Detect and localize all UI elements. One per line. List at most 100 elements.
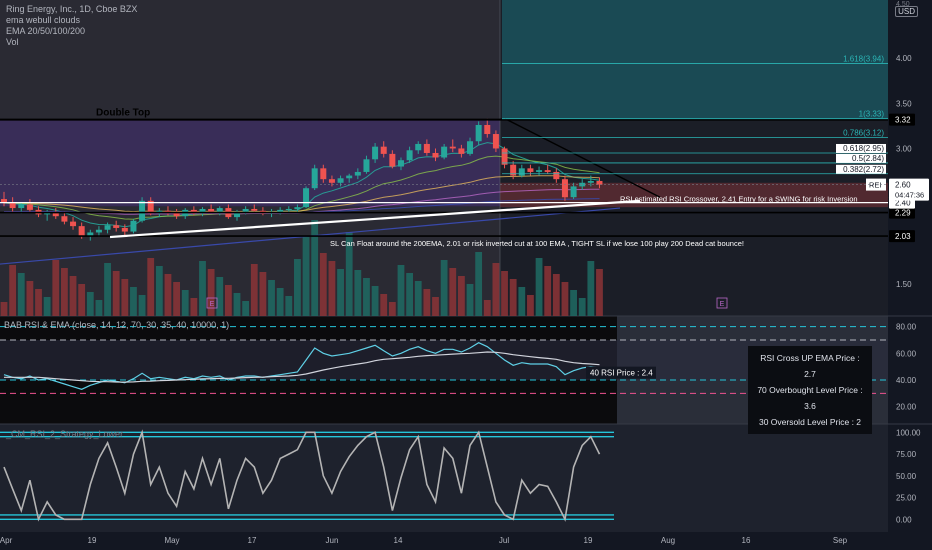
fib-label: 0.618(2.95) bbox=[843, 144, 884, 153]
volume-bar bbox=[397, 265, 405, 316]
volume-bar bbox=[0, 302, 8, 316]
volume-bar bbox=[147, 258, 155, 316]
candle-body bbox=[199, 208, 206, 214]
time-tick: 17 bbox=[248, 536, 257, 545]
fib-label: 1(3.33) bbox=[859, 110, 885, 119]
price-tag-bg bbox=[889, 206, 915, 219]
price-tick: 4.00 bbox=[896, 54, 912, 63]
volume-bar bbox=[276, 288, 284, 316]
candle-body bbox=[190, 209, 197, 214]
time-tick: Jun bbox=[326, 536, 339, 545]
price-tag-label: 2.29 bbox=[895, 209, 911, 218]
time-tick: Aug bbox=[661, 536, 675, 545]
rsi2-pane-bg bbox=[0, 424, 888, 532]
double-top-range-zone bbox=[0, 119, 500, 207]
rsi2-panel-title[interactable]: _CM_RSI_2_Strategy_Lower bbox=[6, 429, 124, 439]
rsi2-tick: 100.00 bbox=[896, 428, 921, 437]
volume-bar bbox=[268, 280, 275, 316]
entry-tag-label: 2.40 bbox=[895, 199, 911, 208]
indicator-ema-clouds[interactable]: ema webull clouds bbox=[6, 15, 81, 25]
indicator-ema[interactable]: EMA 20/50/100/200 bbox=[6, 26, 86, 36]
volume-bar bbox=[259, 272, 267, 316]
volume-bar bbox=[138, 295, 146, 316]
rsi2-tick: 75.00 bbox=[896, 450, 917, 459]
candle-body bbox=[354, 171, 361, 176]
candle-body bbox=[467, 141, 474, 154]
candle-body bbox=[285, 208, 292, 210]
volume-bar bbox=[535, 258, 543, 316]
price-tick: 1.50 bbox=[896, 280, 912, 289]
bar-countdown: 04:47:36 bbox=[895, 191, 924, 200]
candle-body bbox=[216, 208, 223, 212]
volume-bar bbox=[17, 273, 25, 316]
rsi-tick: 60.00 bbox=[896, 349, 917, 358]
time-tick: 19 bbox=[88, 536, 97, 545]
rsi-info-line: 70 Overbought Level Price : 3.6 bbox=[757, 385, 863, 411]
candle-body bbox=[44, 212, 51, 215]
rsi-panel-title[interactable]: BAB RSI & EMA (close, 14, 12, 70, 30, 35… bbox=[4, 320, 230, 330]
volume-bar bbox=[337, 269, 344, 316]
candle-body bbox=[518, 168, 525, 176]
fib-label: 0.382(2.72) bbox=[843, 165, 884, 174]
volume-bar bbox=[224, 285, 232, 316]
candle-body bbox=[164, 210, 171, 213]
time-tick: Sep bbox=[833, 536, 848, 545]
rsi-panel[interactable] bbox=[0, 326, 888, 394]
earnings-marker-label: E bbox=[210, 301, 215, 308]
volume-bar bbox=[294, 259, 301, 316]
candle-body bbox=[78, 226, 85, 237]
price-tag-bg bbox=[889, 230, 915, 243]
rsi2-tick: 0.00 bbox=[896, 515, 912, 524]
volume-bar bbox=[121, 279, 129, 316]
volume-bar bbox=[207, 269, 215, 316]
volume-bar bbox=[440, 260, 448, 316]
candle-body bbox=[484, 124, 491, 135]
volume-bar bbox=[328, 261, 336, 316]
volume-bar bbox=[61, 268, 68, 316]
volume-bar bbox=[35, 289, 42, 316]
volume-bar bbox=[509, 279, 517, 316]
volume-bar bbox=[302, 237, 310, 316]
volume-bar bbox=[130, 287, 137, 316]
candle-body bbox=[372, 146, 379, 160]
candle-body bbox=[242, 208, 249, 212]
volume-bar bbox=[78, 284, 86, 316]
fib-label: 0.5(2.84) bbox=[852, 154, 884, 163]
currency-badge[interactable]: USD bbox=[895, 6, 918, 17]
rsi2-panel[interactable] bbox=[0, 429, 614, 522]
rsi-price-label-bg bbox=[586, 366, 656, 379]
stop-loss-note: SL Can Float around the 200EMA, 2.01 or … bbox=[330, 239, 744, 248]
price-tag-label: 3.32 bbox=[895, 116, 911, 125]
volume-bar bbox=[544, 266, 552, 316]
candle-body bbox=[380, 146, 387, 154]
volume-bar bbox=[164, 274, 172, 316]
rsi-band bbox=[0, 340, 888, 380]
volume-bar bbox=[69, 276, 77, 316]
rsi-tick: 40.00 bbox=[896, 376, 917, 385]
volume-bar bbox=[9, 265, 17, 316]
candle-body bbox=[536, 170, 543, 172]
time-tick: 16 bbox=[742, 536, 751, 545]
candle-body bbox=[449, 146, 456, 149]
price-chart[interactable] bbox=[0, 118, 621, 316]
symbol-title[interactable]: Ring Energy, Inc., 1D, Cboe BZX bbox=[6, 4, 138, 14]
candle-body bbox=[139, 200, 146, 221]
fib-label-bg bbox=[836, 153, 886, 163]
fib-label-bg bbox=[836, 164, 886, 174]
candle-body bbox=[415, 143, 422, 151]
volume-bar bbox=[354, 270, 362, 316]
volume-bar bbox=[561, 282, 569, 316]
double-top-label: Double Top bbox=[96, 108, 150, 119]
candle-body bbox=[26, 204, 33, 210]
earnings-marker bbox=[206, 297, 218, 309]
volume-bar bbox=[199, 261, 206, 316]
volume-bar bbox=[311, 220, 319, 316]
volume-bar bbox=[190, 298, 198, 316]
candle-body bbox=[501, 148, 508, 165]
price-tick-top: 4.50 bbox=[896, 1, 910, 8]
candle-body bbox=[1, 199, 7, 203]
indicator-volume[interactable]: Vol bbox=[6, 37, 19, 47]
rsi2-tick: 25.00 bbox=[896, 494, 917, 503]
rsi2-tick: 50.00 bbox=[896, 472, 917, 481]
